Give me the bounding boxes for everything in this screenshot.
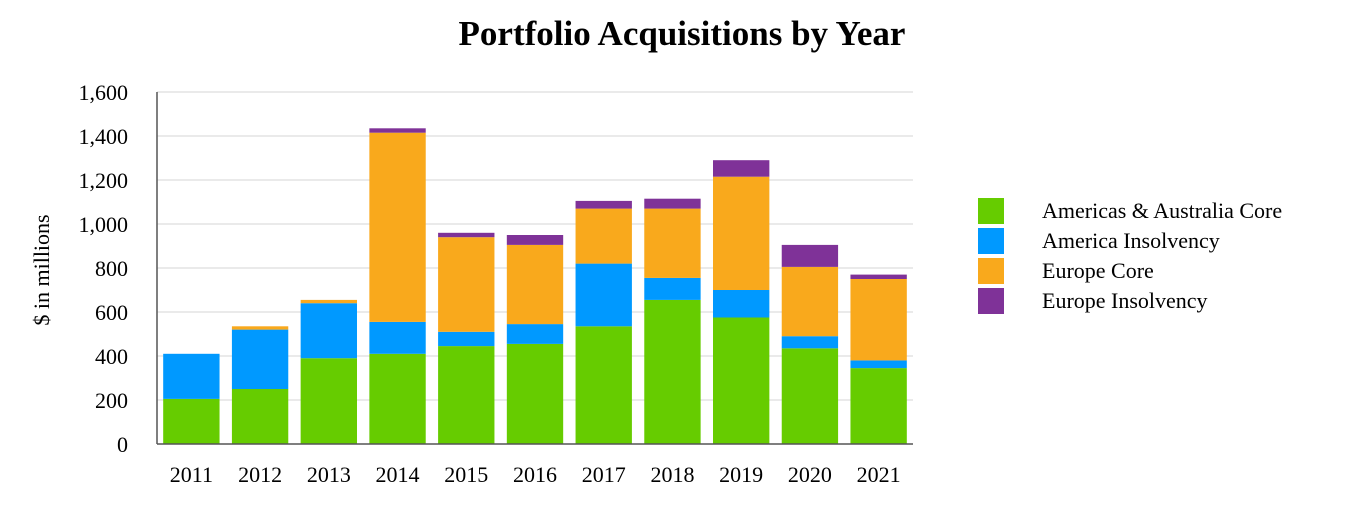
y-tick-label: 1,600 xyxy=(79,80,129,105)
y-tick-label: 0 xyxy=(117,432,128,457)
legend-item: Americas & Australia Core xyxy=(978,196,1282,226)
legend-swatch xyxy=(978,288,1004,314)
x-tick-label: 2016 xyxy=(513,462,557,487)
bar-segment-2016-s1 xyxy=(506,324,564,344)
bar-segment-2017-s2 xyxy=(575,208,632,264)
bar-segment-2016-s0 xyxy=(506,343,564,444)
y-tick-label: 600 xyxy=(95,300,128,325)
x-tick-label: 2011 xyxy=(170,462,213,487)
x-tick-label: 2015 xyxy=(444,462,488,487)
y-tick-label: 400 xyxy=(95,344,128,369)
bar-segment-2018-s0 xyxy=(644,299,701,444)
legend-swatch xyxy=(978,228,1004,254)
bar-segment-2019-s3 xyxy=(713,160,770,177)
bar-segment-2021-s3 xyxy=(850,274,907,279)
x-tick-label: 2013 xyxy=(307,462,351,487)
legend-label: Europe Core xyxy=(1042,258,1154,283)
legend-item: Europe Insolvency xyxy=(978,286,1282,316)
legend-label: America Insolvency xyxy=(1042,228,1220,253)
bar-segment-2018-s1 xyxy=(644,277,701,300)
bar-segment-2012-s1 xyxy=(231,329,289,389)
bar-segment-2014-s0 xyxy=(369,353,426,444)
bar-segment-2016-s2 xyxy=(506,244,564,325)
bar-segment-2013-s0 xyxy=(300,358,357,444)
bar-segment-2021-s1 xyxy=(850,360,907,369)
bar-segment-2018-s2 xyxy=(644,208,701,278)
bar-segment-2015-s3 xyxy=(438,232,495,238)
y-tick-label: 1,400 xyxy=(79,124,129,149)
legend-swatch xyxy=(978,198,1004,224)
y-tick-labels: 0 200 400 600 800 1,000 1,200 1,400 1,600 xyxy=(79,80,129,457)
axes xyxy=(156,92,913,445)
x-tick-label: 2017 xyxy=(582,462,626,487)
bar-segment-2016-s3 xyxy=(506,235,564,245)
y-tick-label: 200 xyxy=(95,388,128,413)
legend-item: Europe Core xyxy=(978,256,1282,286)
x-tick-label: 2019 xyxy=(719,462,763,487)
legend-label: Europe Insolvency xyxy=(1042,288,1208,313)
y-tick-label: 1,000 xyxy=(79,212,129,237)
bar-segment-2011-s0 xyxy=(163,398,220,444)
legend: Americas & Australia Core America Insolve… xyxy=(978,196,1282,316)
bar-segment-2021-s2 xyxy=(850,279,907,361)
bar-segment-2019-s0 xyxy=(713,317,770,444)
bar-segment-2014-s2 xyxy=(369,132,426,322)
bar-segment-2015-s0 xyxy=(438,346,495,444)
x-tick-label: 2012 xyxy=(238,462,282,487)
y-tick-label: 1,200 xyxy=(79,168,129,193)
bar-segment-2019-s1 xyxy=(713,290,770,318)
bar-stacks xyxy=(163,128,907,444)
bar-segment-2012-s0 xyxy=(231,389,289,444)
bar-segment-2017-s3 xyxy=(575,200,632,209)
x-tick-label: 2021 xyxy=(857,462,901,487)
bar-segment-2020-s1 xyxy=(781,336,839,349)
legend-item: America Insolvency xyxy=(978,226,1282,256)
bar-segment-2021-s0 xyxy=(850,368,907,444)
bar-segment-2013-s1 xyxy=(300,303,357,359)
bar-segment-2020-s2 xyxy=(781,266,839,337)
bar-segment-2019-s2 xyxy=(713,176,770,290)
bar-segment-2017-s0 xyxy=(575,326,632,444)
bar-segment-2011-s1 xyxy=(163,353,220,399)
x-tick-label: 2020 xyxy=(788,462,832,487)
chart-title: Portfolio Acquisitions by Year xyxy=(458,14,906,53)
bar-segment-2018-s3 xyxy=(644,198,701,209)
bar-segment-2012-s2 xyxy=(231,326,289,330)
x-tick-label: 2018 xyxy=(650,462,694,487)
bar-segment-2015-s1 xyxy=(438,331,495,347)
legend-swatch xyxy=(978,258,1004,284)
bar-segment-2013-s2 xyxy=(300,299,357,304)
legend-label: Americas & Australia Core xyxy=(1042,198,1283,223)
bar-segment-2014-s1 xyxy=(369,321,426,354)
x-tick-labels: 2011 2012 2013 2014 2015 2016 2017 2018 2019 2020… xyxy=(170,462,901,487)
bar-segment-2015-s2 xyxy=(438,237,495,332)
y-axis-label: $ in millions xyxy=(29,214,54,325)
y-tick-label: 800 xyxy=(95,256,128,281)
bar-segment-2020-s0 xyxy=(781,348,839,444)
bar-segment-2017-s1 xyxy=(575,263,632,327)
x-tick-label: 2014 xyxy=(376,462,420,487)
bar-segment-2020-s3 xyxy=(781,244,839,267)
bar-segment-2014-s3 xyxy=(369,128,426,133)
